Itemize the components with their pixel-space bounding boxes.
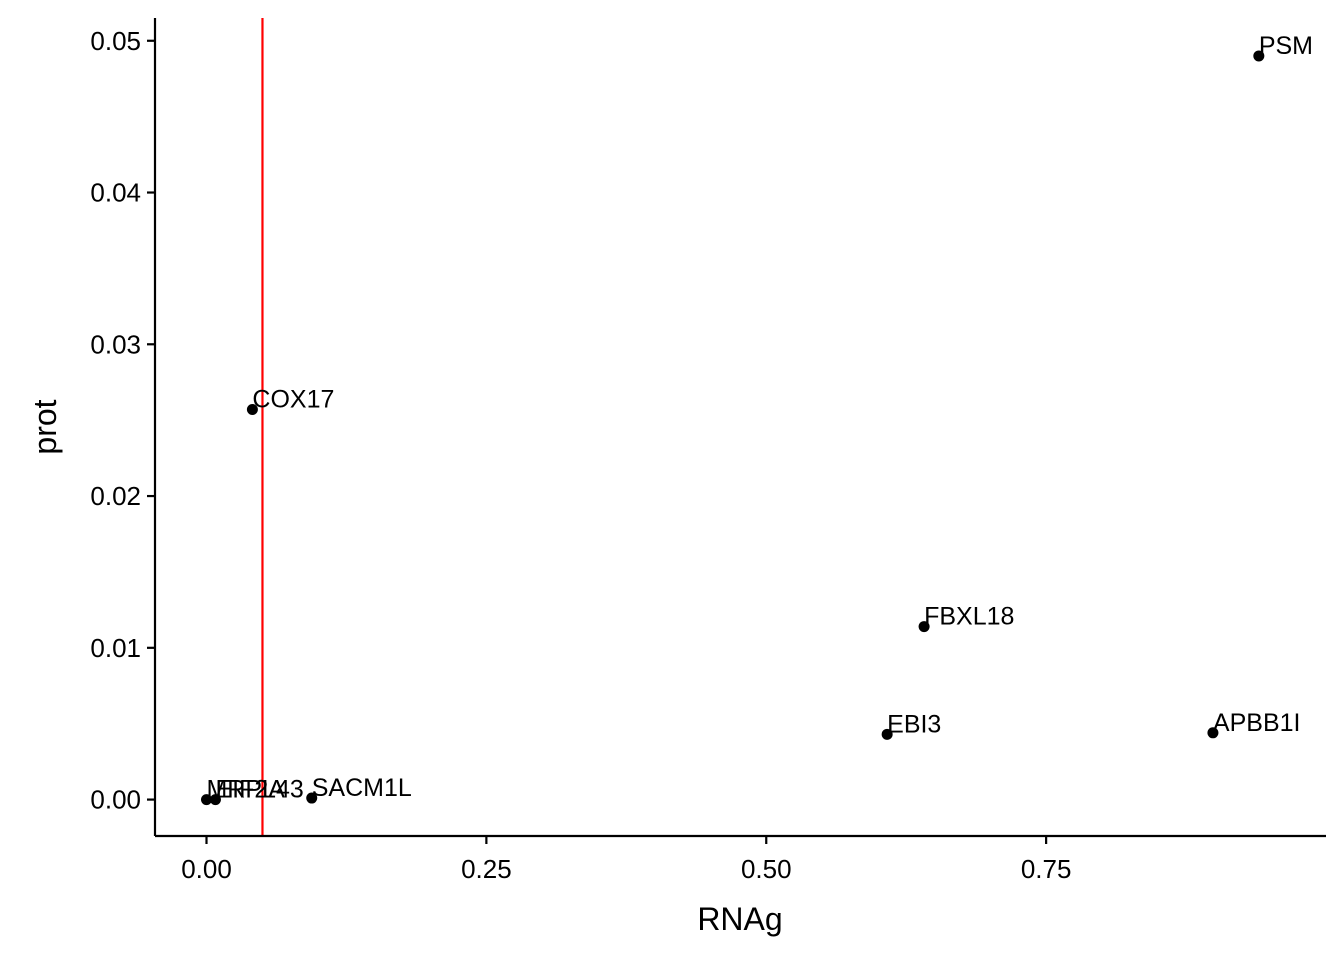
y-tick-label: 0.01 — [90, 633, 141, 663]
x-tick-label: 0.75 — [1021, 854, 1072, 884]
point-label: EIF2A — [215, 776, 285, 804]
y-tick-label: 0.04 — [90, 178, 141, 208]
x-tick-label: 0.00 — [181, 854, 232, 884]
data-point — [306, 792, 318, 804]
data-point — [209, 794, 221, 806]
y-tick-label: 0.03 — [90, 329, 141, 359]
y-tick-label: 0.02 — [90, 481, 141, 511]
axes — [153, 18, 1326, 838]
point-label: COX17 — [252, 386, 334, 414]
ticks: 0.00 0.25 0.50 0.75 0.00 0.01 0.02 0.03 0.04 0.05 — [90, 26, 1071, 884]
y-tick-label: 0.05 — [90, 26, 141, 56]
data-point — [881, 728, 893, 740]
point-label: SACM1L — [312, 774, 412, 802]
data-point — [918, 621, 930, 633]
plot-area: PSM COX17 FBXL18 EBI3 APBB1I SACM1L MRPL43EIF2… — [200, 18, 1313, 836]
x-tick-label: 0.50 — [741, 854, 792, 884]
x-axis-title: RNAg — [697, 901, 782, 937]
point-label: MRPL43 — [206, 776, 303, 804]
data-point — [246, 404, 258, 416]
data-point — [200, 794, 212, 806]
data-point — [1207, 727, 1219, 739]
point-label: EBI3 — [887, 710, 941, 738]
x-tick-label: 0.25 — [461, 854, 512, 884]
point-label: FBXL18 — [924, 603, 1014, 631]
point-label: APBB1I — [1213, 709, 1301, 737]
data-point — [1253, 50, 1265, 62]
y-axis-title: prot — [27, 399, 63, 454]
y-tick-label: 0.00 — [90, 785, 141, 815]
point-label: PSM — [1259, 32, 1313, 60]
